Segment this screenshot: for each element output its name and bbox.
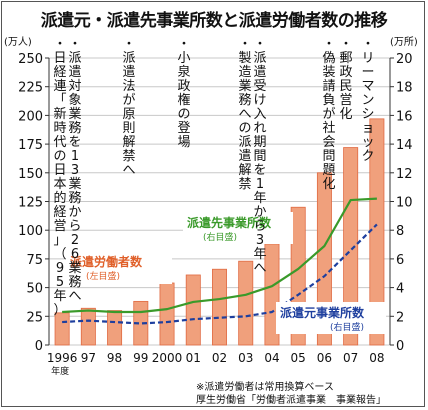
label-workers: 派遣労働者数 [70,254,143,269]
x-tick-label: 02 [212,351,227,365]
left-tick-label: 150 [18,167,43,182]
right-tick-label: 14 [396,138,413,153]
label-bg-workers [66,252,172,284]
source-citation: 厚生労働省「労働者派遣事業 事業報告」 [196,395,386,406]
annotation-99-2: ・派遣法が原則解禁へ [122,37,135,178]
line-source-offices [62,223,378,325]
left-tick-label: 75 [26,253,43,268]
bar-03 [238,260,254,346]
x-first-sublabel: 年度 [51,365,69,377]
annotation-04-4: ・派遣受け入れ期間を 1 年から 3 年へ [253,37,266,276]
x-tick-label: 01 [186,351,201,365]
x-tick-label: 98 [107,351,122,365]
x-tick-label: 2000 [152,351,183,365]
x-tick-label: 07 [343,351,358,365]
right-tick-label: 12 [396,167,413,182]
left-tick-label: 125 [18,196,43,211]
annotation-04-5: ・製造業務への派遣解禁 [238,37,251,192]
annotation-06-6: ・偽装請負が社会問題化 [322,37,335,192]
right-tick-label: 8 [396,224,404,239]
left-tick-label: 225 [18,81,43,96]
annotation-96-1: ・派遣対象業務を 1 3 業務から 2 6 業務へ [68,37,81,304]
left-tick-label: 50 [26,282,43,297]
line-dest-offices [62,197,377,314]
x-tick-label: 97 [81,351,96,365]
right-tick-label: 16 [396,109,413,124]
label-source-offices: 派遣元事業所数 [280,305,365,320]
label-source-sub: (右目盛) [330,321,364,333]
bar-2000 [159,282,175,346]
x-tick-label: 99 [133,351,148,365]
chart-title: 派遣元・派遣先事業所数と派遣労働者数の推移 [40,11,388,31]
left-tick-label: 100 [18,224,43,239]
right-tick-label: 18 [396,81,413,96]
x-tick-label: 08 [369,351,384,365]
annotation-01-3: ・小泉政権の登場 [177,37,190,150]
label-dest-offices: 派遣先事業所数 [187,215,272,230]
x-tick-label: 03 [238,351,253,365]
x-tick-label: 1996 [47,351,78,365]
label-workers-sub: (左目盛) [86,270,120,282]
x-tick-label: 04 [264,351,279,365]
bar-98 [107,310,123,346]
bar-07 [343,147,359,346]
left-tick-label: 25 [26,310,43,325]
label-bg-dest [183,212,293,244]
x-tick-label: 05 [291,351,306,365]
right-axis-unit: (万所) [390,36,418,48]
label-dest-sub: (右目盛) [203,231,237,243]
bar-01 [185,274,201,346]
left-tick-label: 0 [35,339,43,354]
left-axis-unit: (万人) [4,36,32,48]
right-tick-label: 0 [396,339,404,354]
bar-97 [80,307,96,346]
x-tick-label: 06 [317,351,332,365]
left-tick-label: 200 [18,109,43,124]
annotation-96-0: ・日経連「新時代の日本的経営」（ 9 5 年） [53,37,66,318]
bar-06 [316,172,332,346]
bar-02 [212,268,227,346]
right-tick-label: 2 [396,310,404,325]
annotation-08-8: ・リーマンショック [361,37,374,164]
annotation-07-7: ・郵政民営化 [339,37,352,122]
right-tick-label: 6 [396,253,404,268]
left-tick-label: 175 [18,138,43,153]
label-bg-source [276,302,386,334]
left-tick-label: 250 [18,52,43,67]
right-tick-label: 20 [396,52,413,67]
source-note: ※派遣労働者は常用換算ベース [196,382,334,393]
right-tick-label: 10 [396,196,413,211]
right-tick-label: 4 [396,282,404,297]
